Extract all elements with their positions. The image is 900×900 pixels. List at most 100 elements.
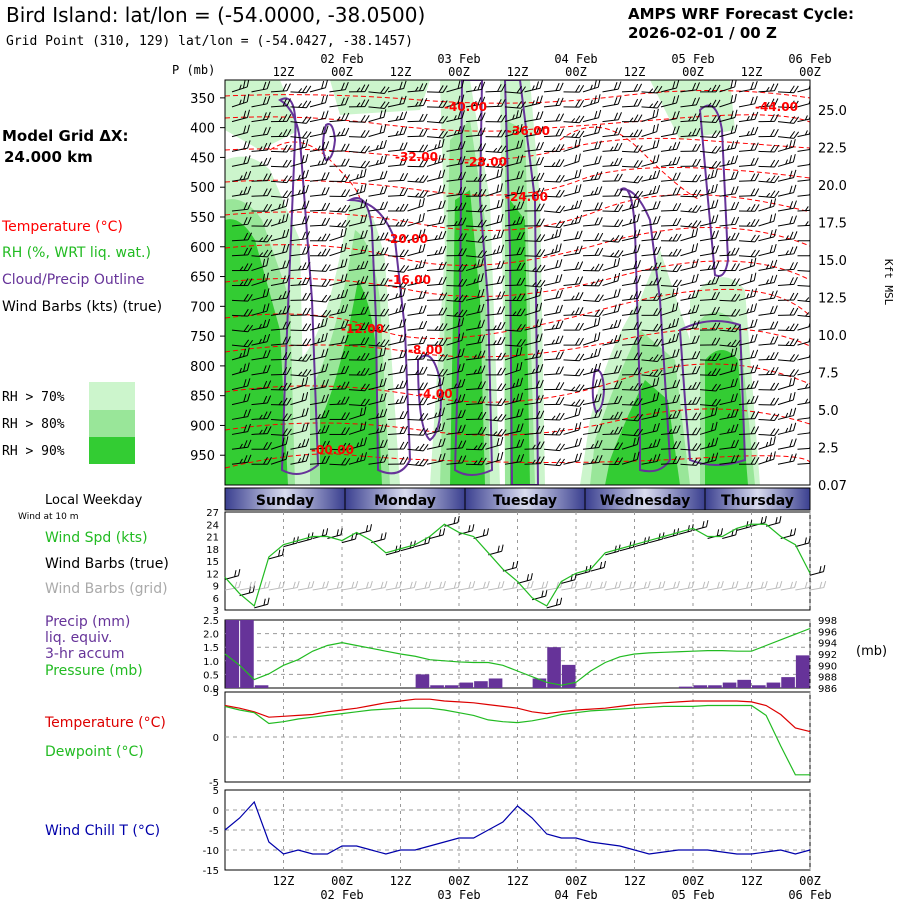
wind-barb [543, 128, 565, 138]
wind-barb [602, 457, 624, 465]
wind-barb [602, 364, 622, 376]
bottom-hour-label: 00Z [331, 874, 353, 888]
wind-barb [270, 290, 291, 301]
wind-barb [446, 202, 467, 212]
wind-barb [348, 367, 370, 376]
wind-barb [232, 263, 253, 272]
wind-barb [485, 428, 507, 437]
wind-barb [524, 126, 544, 138]
wind-barb-grid [415, 580, 432, 591]
wind-barb [504, 201, 525, 212]
wind-barb [700, 99, 721, 108]
wind-barb [641, 354, 663, 363]
wind-barb [446, 294, 468, 303]
pressure-tick-label: 550 [190, 211, 215, 226]
precip-bar [547, 647, 561, 688]
wind-barb [602, 96, 622, 108]
wind-barb [407, 113, 428, 123]
wind-barb [777, 438, 797, 450]
wind-barb [524, 318, 543, 331]
wind-barb [777, 354, 799, 362]
wind-barb [407, 190, 429, 198]
wind-barb [758, 114, 779, 123]
wind-barb [387, 333, 407, 346]
temp-panel: 5 0 -5 [209, 688, 811, 789]
wind-barb [777, 407, 797, 420]
wind-barb [329, 289, 349, 301]
wind-barb [660, 203, 682, 212]
wind-barb [251, 380, 272, 391]
wind-barb [602, 303, 621, 316]
wind-barb [446, 171, 466, 182]
wind-barb [524, 364, 544, 376]
wind-barb [777, 139, 796, 152]
rh80-label: RH > 80% [2, 417, 65, 432]
pressure-line [224, 627, 811, 686]
wind-barb-grid [239, 580, 256, 591]
wind-barb [348, 306, 369, 316]
wind-barb [602, 426, 623, 435]
wind-barb [797, 309, 810, 318]
wind-barb [485, 413, 507, 422]
wind-barb [407, 159, 429, 168]
wind-barb [329, 112, 350, 123]
wind-barb [231, 216, 252, 227]
precip-bar [561, 664, 576, 688]
wind-barb [621, 382, 643, 391]
wind-barb [348, 437, 367, 450]
wind-barb [348, 352, 370, 361]
wind-barb [251, 272, 269, 287]
wind-barb [485, 352, 506, 361]
wind-barb [758, 336, 779, 346]
wind-barb [270, 305, 291, 316]
wind-barb [309, 125, 329, 138]
top-hour-label: 12Z [507, 65, 529, 79]
wind-barb [719, 293, 741, 302]
wind-barb [758, 428, 780, 437]
height-tick-label: 15.0 [818, 254, 847, 269]
precip-bar [474, 681, 488, 688]
wind-barb [290, 377, 309, 391]
wind-barb [485, 321, 506, 331]
wind-barb [309, 309, 332, 318]
wind-barb [504, 439, 525, 450]
temp-label: -16.00 [388, 273, 431, 287]
wind-barb-grid [268, 580, 286, 591]
bottom-hour-label: 12Z [273, 874, 295, 888]
wind-barb [446, 440, 467, 450]
wind-barb [290, 453, 310, 465]
wind-barb [602, 173, 623, 182]
pressure-tick-label: 988 [818, 673, 837, 684]
wind-barb-grid [371, 580, 388, 591]
wind-barb [699, 245, 719, 257]
wind-barb [602, 257, 621, 272]
wind-barbs-grid-label: Wind Barbs (grid) [45, 581, 168, 597]
wind-barb [329, 96, 349, 108]
wind-barb [719, 324, 741, 333]
wind-barb [387, 380, 408, 391]
rh70-swatch [89, 382, 135, 410]
wind-barb [466, 188, 487, 197]
wind-barb [524, 425, 545, 435]
wind-barb [719, 124, 738, 138]
wind-chill-line [224, 800, 811, 855]
weekday-bar: Sunday Monday Tuesday Wednesday Thursday [224, 487, 811, 511]
wind-barb [543, 443, 565, 452]
wind-barb [621, 160, 643, 168]
wind-barb [738, 303, 757, 316]
wind-barb [641, 323, 663, 332]
wind-barb-grid [692, 580, 710, 591]
wind-barb [387, 187, 409, 197]
wind-barb [582, 140, 602, 152]
wind-barb [387, 126, 408, 138]
wind-barb [641, 453, 661, 465]
wind-barb [524, 234, 546, 242]
wind-barb [426, 276, 447, 287]
wind-barb [348, 421, 367, 435]
wind-barb [231, 339, 254, 348]
wind-barb [602, 249, 624, 258]
wind-barb [699, 230, 719, 242]
wind-barb [368, 423, 388, 435]
